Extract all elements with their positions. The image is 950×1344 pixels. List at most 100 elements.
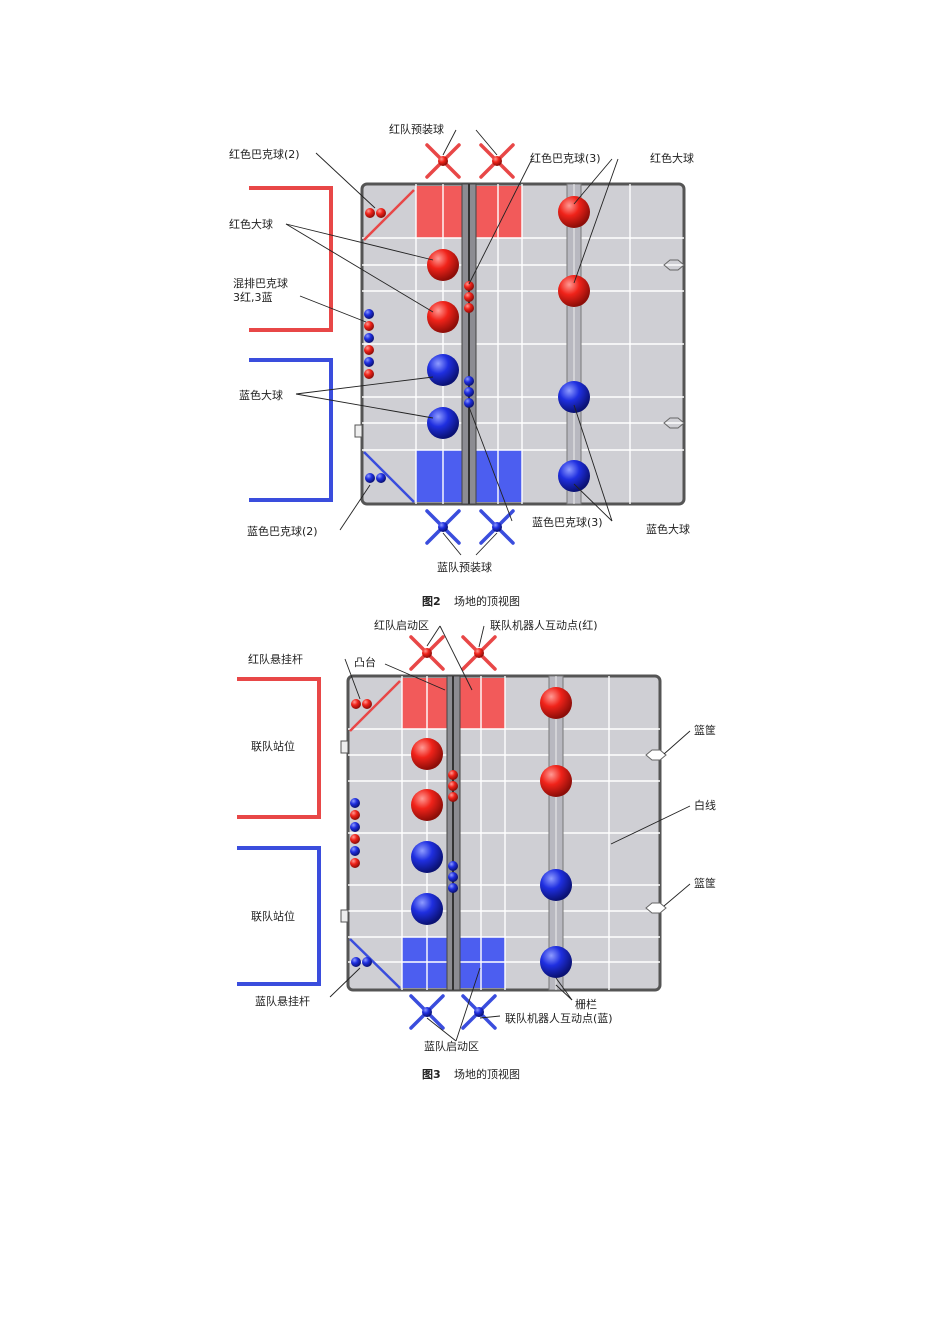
red-bucky-ball	[364, 369, 374, 379]
blue-hang-bar	[349, 938, 401, 989]
label-blue-buck2: 蓝色巴克球(2)	[247, 524, 318, 538]
station-latch	[340, 909, 349, 923]
red-bucky-ball	[448, 792, 458, 802]
red-start-zone-left	[402, 678, 447, 729]
field-2	[354, 182, 686, 506]
label-basket-bottom: 篮筐	[694, 876, 716, 890]
blue-hang-bar	[363, 451, 415, 503]
blue-big-ball	[427, 354, 459, 386]
label-alliance-blue: 联队机器人互动点(蓝)	[505, 1011, 613, 1025]
label-station-blue: 联队站位	[251, 909, 295, 923]
red-start-zone-right	[476, 186, 522, 238]
red-station-bracket	[237, 677, 321, 819]
red-start-zone-right	[460, 678, 505, 729]
basket-icon	[645, 902, 667, 914]
red-big-ball	[558, 196, 590, 228]
basket-icon	[663, 417, 685, 429]
blue-bucky-ball	[364, 333, 374, 343]
blue-bucky-ball	[448, 883, 458, 893]
label-alliance-red: 联队机器人互动点(红)	[490, 618, 598, 632]
blue-start-zone-right	[476, 450, 522, 502]
red-bucky-ball	[464, 303, 474, 313]
blue-bucky-ball	[464, 376, 474, 386]
red-big-ball	[540, 765, 572, 797]
red-bucky-ball	[362, 699, 372, 709]
red-big-ball	[540, 687, 572, 719]
basket-icon	[645, 749, 667, 761]
blue-bucky-ball	[376, 473, 386, 483]
balls-2	[364, 196, 590, 492]
blue-bucky-ball	[362, 957, 372, 967]
label-basket-top: 篮筐	[694, 723, 716, 737]
leader-lines-2	[285, 129, 619, 556]
label-red-big-left: 红色大球	[229, 217, 273, 231]
red-bucky-ball	[448, 770, 458, 780]
figure-3: 红队启动区 联队机器人互动点(红) 红队悬挂杆 凸台 联队站位 篮筐 白线 篮筐…	[237, 618, 716, 1081]
red-bucky-ball	[350, 810, 360, 820]
blue-bucky-ball	[365, 473, 375, 483]
red-station-bracket	[249, 186, 333, 332]
figure-2-caption: 场地的顶视图	[454, 594, 520, 608]
figure-3-caption: 场地的顶视图	[454, 1067, 520, 1081]
blue-station-bracket	[237, 846, 321, 986]
label-blue-big-right: 蓝色大球	[646, 522, 690, 536]
blue-bucky-ball	[364, 357, 374, 367]
label-mixed-2: 3红,3蓝	[233, 291, 273, 304]
red-bucky-ball	[351, 699, 361, 709]
field-3	[340, 674, 667, 992]
red-big-ball	[558, 275, 590, 307]
red-big-ball	[411, 789, 443, 821]
blue-big-ball	[558, 381, 590, 413]
blue-big-ball	[411, 893, 443, 925]
preload-markers-3	[409, 635, 497, 1030]
balls-3	[350, 687, 572, 978]
red-big-ball	[411, 738, 443, 770]
blue-bucky-ball	[350, 846, 360, 856]
blue-big-ball	[427, 407, 459, 439]
blue-bucky-ball	[448, 872, 458, 882]
label-blue-preload: 蓝队预装球	[437, 560, 492, 574]
red-bucky-ball	[364, 345, 374, 355]
basket-icon	[663, 259, 685, 271]
label-red-buck3: 红色巴克球(3)	[530, 151, 601, 165]
red-big-ball	[427, 249, 459, 281]
label-red-start: 红队启动区	[374, 618, 429, 632]
blue-big-ball	[411, 841, 443, 873]
blue-bucky-ball	[350, 822, 360, 832]
blue-bucky-ball	[364, 309, 374, 319]
red-big-ball	[427, 301, 459, 333]
red-bucky-ball	[350, 858, 360, 868]
red-bucky-ball	[376, 208, 386, 218]
red-bucky-ball	[448, 781, 458, 791]
label-red-buck2: 红色巴克球(2)	[229, 147, 300, 161]
red-start-zone-left	[416, 186, 462, 238]
blue-big-ball	[558, 460, 590, 492]
label-red-big-right: 红色大球	[650, 151, 694, 165]
blue-bucky-ball	[351, 957, 361, 967]
grid-lines	[348, 676, 660, 990]
red-hang-bar	[349, 680, 401, 732]
preload-markers-2	[425, 143, 515, 545]
blue-bucky-ball	[464, 387, 474, 397]
label-white-line: 白线	[694, 798, 716, 812]
blue-bucky-ball	[464, 398, 474, 408]
leader-lines-3	[329, 625, 691, 1042]
figure-2-number: 图2	[422, 595, 441, 608]
blue-station-bracket	[249, 358, 333, 502]
labels-3: 红队启动区 联队机器人互动点(红) 红队悬挂杆 凸台 联队站位 篮筐 白线 篮筐…	[248, 618, 716, 1053]
red-hang-bar	[363, 189, 415, 241]
label-mixed-1: 混排巴克球	[233, 276, 288, 290]
red-bucky-ball	[464, 292, 474, 302]
red-bucky-ball	[365, 208, 375, 218]
blue-bucky-ball	[448, 861, 458, 871]
labels-2: 红队预装球 红色巴克球(2) 红色巴克球(3) 红色大球 红色大球 混排巴克球 …	[229, 122, 694, 574]
red-bucky-ball	[464, 281, 474, 291]
label-blue-hang: 蓝队悬挂杆	[255, 994, 310, 1008]
label-blue-buck3: 蓝色巴克球(3)	[532, 515, 603, 529]
blue-big-ball	[540, 869, 572, 901]
blue-start-zone-left	[416, 450, 462, 502]
label-red-preload: 红队预装球	[389, 122, 444, 136]
blue-bucky-ball	[350, 798, 360, 808]
label-blue-start: 蓝队启动区	[424, 1039, 479, 1053]
